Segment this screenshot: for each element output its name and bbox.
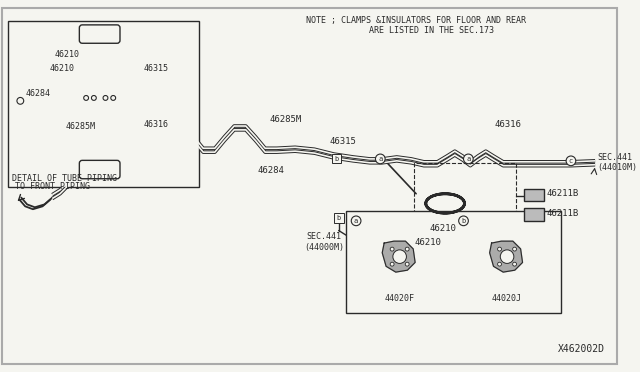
Circle shape: [17, 97, 24, 104]
Text: 46210: 46210: [414, 238, 441, 247]
Text: 46210: 46210: [429, 224, 456, 233]
Text: SEC.441
(44000M): SEC.441 (44000M): [304, 232, 344, 252]
Circle shape: [463, 154, 473, 164]
Text: 46316: 46316: [495, 119, 522, 129]
Text: 46285M: 46285M: [66, 122, 96, 131]
Bar: [332, 154, 340, 163]
Circle shape: [566, 156, 576, 166]
Circle shape: [497, 262, 502, 266]
Text: a: a: [378, 156, 383, 162]
Circle shape: [111, 96, 116, 100]
Circle shape: [500, 250, 514, 263]
FancyBboxPatch shape: [79, 25, 120, 43]
Circle shape: [390, 262, 394, 266]
Circle shape: [393, 250, 406, 263]
Circle shape: [351, 216, 361, 226]
Bar: [524, 208, 544, 221]
Circle shape: [405, 262, 409, 266]
Bar: [414, 163, 516, 242]
Text: a: a: [354, 218, 358, 224]
Circle shape: [84, 96, 88, 100]
Text: 46211B: 46211B: [547, 209, 579, 218]
Polygon shape: [382, 241, 415, 272]
Text: 46211B: 46211B: [547, 189, 579, 198]
Text: 46284: 46284: [26, 89, 51, 97]
Text: 46210: 46210: [49, 64, 74, 73]
Circle shape: [376, 154, 385, 164]
Text: TO FRONT PIPING: TO FRONT PIPING: [15, 183, 90, 192]
Text: 44020J: 44020J: [492, 294, 522, 303]
Text: 44020F: 44020F: [385, 294, 415, 303]
Text: 46316: 46316: [143, 119, 168, 129]
Polygon shape: [490, 241, 522, 272]
Text: DETAIL OF TUBE PIPING: DETAIL OF TUBE PIPING: [12, 174, 116, 183]
Text: 46210: 46210: [54, 50, 79, 59]
Bar: [8, 20, 199, 187]
Bar: [524, 189, 544, 202]
Text: SEC.441
(44010M): SEC.441 (44010M): [597, 153, 637, 173]
Circle shape: [513, 247, 516, 251]
Text: X462002D: X462002D: [558, 344, 605, 355]
Text: b: b: [461, 218, 466, 224]
Text: c: c: [569, 158, 573, 164]
Text: 46315: 46315: [143, 64, 168, 73]
Circle shape: [390, 247, 394, 251]
Bar: [334, 213, 344, 223]
Text: NOTE ; CLAMPS &INSULATORS FOR FLOOR AND REAR
      ARE LISTED IN THE SEC.173: NOTE ; CLAMPS &INSULATORS FOR FLOOR AND …: [306, 16, 526, 35]
Circle shape: [497, 247, 502, 251]
Text: 46284: 46284: [257, 166, 284, 175]
Text: a: a: [466, 156, 470, 162]
Bar: [346, 211, 561, 313]
Circle shape: [103, 96, 108, 100]
FancyBboxPatch shape: [79, 160, 120, 179]
Text: 46285M: 46285M: [269, 115, 301, 124]
Circle shape: [405, 247, 409, 251]
Circle shape: [513, 262, 516, 266]
Text: 46315: 46315: [329, 137, 356, 146]
Text: b: b: [335, 156, 339, 162]
Circle shape: [459, 216, 468, 226]
Text: b: b: [337, 215, 341, 221]
Circle shape: [92, 96, 96, 100]
